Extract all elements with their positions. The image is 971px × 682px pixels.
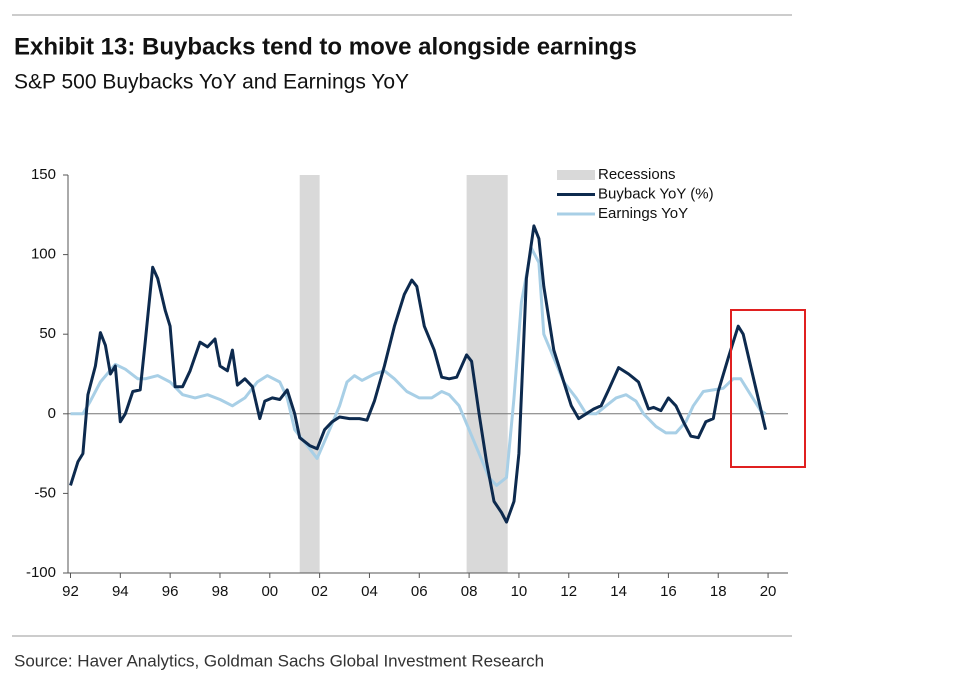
- x-tick-label: 06: [411, 583, 428, 600]
- x-tick-label: 98: [212, 583, 229, 600]
- y-tick-label: 50: [39, 325, 56, 342]
- y-tick-label: 150: [31, 166, 56, 183]
- legend-label: Earnings YoY: [598, 205, 688, 222]
- x-tick-label: 16: [660, 583, 677, 600]
- y-tick-label: -50: [34, 484, 56, 501]
- recession-band: [299, 175, 320, 573]
- x-tick-label: 00: [261, 583, 278, 600]
- legend-swatch: [557, 170, 595, 180]
- x-tick-label: 14: [610, 583, 627, 600]
- y-tick-label: 100: [31, 246, 56, 263]
- source: Source: Haver Analytics, Goldman Sachs G…: [14, 651, 544, 670]
- x-tick-label: 08: [461, 583, 478, 600]
- x-tick-label: 04: [361, 583, 378, 600]
- x-tick-label: 20: [760, 583, 777, 600]
- highlight-box: [730, 309, 806, 468]
- chart-title: Exhibit 13: Buybacks tend to move alongs…: [14, 33, 637, 60]
- x-tick-label: 96: [162, 583, 179, 600]
- x-tick-label: 94: [112, 583, 129, 600]
- plot: 150 100 50 0 -50 -100 92 94 96 98 00 02 04 06 08 10 12 14…: [26, 166, 788, 600]
- series-line: [69, 224, 768, 524]
- series-line: [70, 246, 767, 487]
- chart-subtitle: S&P 500 Buybacks YoY and Earnings YoY: [14, 71, 409, 94]
- y-tick-label: 0: [48, 405, 56, 422]
- y-tick-label: -100: [26, 564, 56, 581]
- x-tick-label: 12: [560, 583, 577, 600]
- x-tick-label: 92: [62, 583, 79, 600]
- x-tick-label: 02: [311, 583, 328, 600]
- legend-label: Recessions: [598, 166, 676, 183]
- legend-label: Buyback YoY (%): [598, 185, 714, 202]
- x-tick-label: 10: [511, 583, 528, 600]
- x-tick-label: 18: [710, 583, 727, 600]
